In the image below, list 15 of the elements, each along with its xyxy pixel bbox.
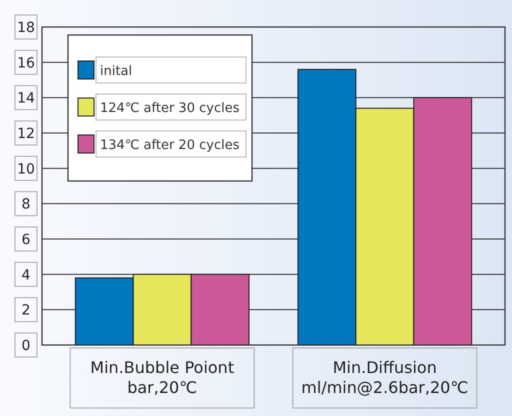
y-tick-label: 14 xyxy=(17,90,35,107)
x-tick-label: Min.Bubble Poiont bar,20℃ xyxy=(90,358,234,397)
y-tick-label: 10 xyxy=(17,161,35,178)
y-tick-label: 4 xyxy=(22,267,31,284)
y-tick-label: 16 xyxy=(17,55,35,72)
y-tick-label: 18 xyxy=(17,20,35,36)
y-tick-label: 0 xyxy=(22,338,30,354)
y-tick-label: 6 xyxy=(22,232,31,248)
y-tick-label: 12 xyxy=(17,126,35,142)
legend-label: 124℃ after 30 cycles xyxy=(100,101,240,116)
legend-label: 134℃ after 20 cycles xyxy=(100,138,240,153)
y-tick-label: 2 xyxy=(22,302,30,319)
legend-label: inital xyxy=(100,64,132,79)
y-tick-label: 8 xyxy=(22,196,30,213)
x-tick-label: Min.Diffusion ml/min@2.6bar,20℃ xyxy=(301,358,468,397)
